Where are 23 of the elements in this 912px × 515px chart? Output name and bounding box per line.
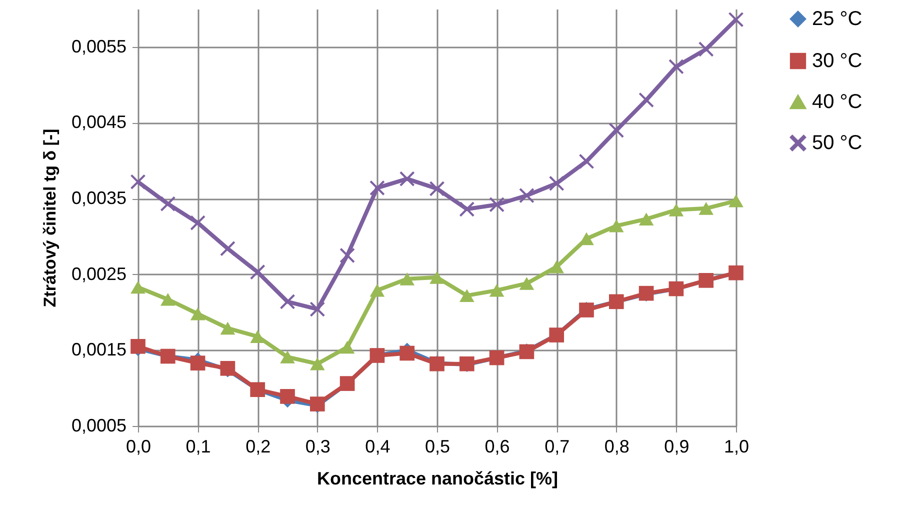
x-tick-label: 0,2 (246, 436, 271, 456)
legend-label: 50 °C (812, 132, 862, 154)
legend-label: 25 °C (812, 8, 862, 30)
x-tick-label: 0,7 (544, 436, 570, 456)
y-tick-label: 0,0025 (71, 264, 126, 284)
y-axis-title: Ztrátový činitel tg δ [-] (40, 128, 60, 308)
x-tick-label: 0,4 (365, 436, 390, 456)
x-tick-label: 0,1 (186, 436, 211, 456)
y-tick-label: 0,0055 (71, 36, 126, 56)
legend-label: 30 °C (812, 50, 862, 72)
y-tick-label: 0,0035 (71, 188, 126, 208)
y-tick-label: 0,0005 (71, 416, 126, 436)
x-tick-label: 0,8 (604, 436, 630, 456)
x-tick-label: 0,0 (126, 436, 152, 456)
x-axis-title: Koncentrace nanočástic [%] (316, 468, 558, 488)
x-tick-label: 0,5 (424, 436, 450, 456)
x-tick-label: 0,3 (305, 436, 330, 456)
y-tick-label: 0,0045 (71, 112, 126, 132)
x-tick-label: 1,0 (724, 436, 750, 456)
x-tick-label: 0,6 (484, 436, 510, 456)
legend-label: 40 °C (812, 91, 862, 113)
y-tick-label: 0,0015 (71, 340, 126, 360)
x-tick-label: 0,9 (664, 436, 690, 456)
